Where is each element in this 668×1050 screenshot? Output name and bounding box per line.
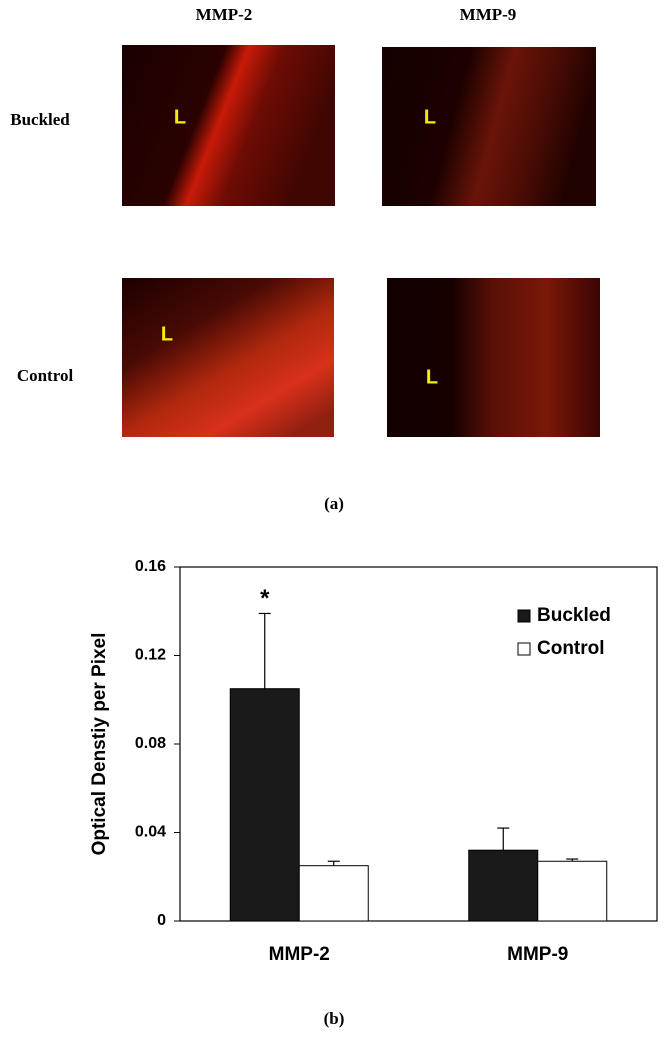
y-axis-label: Optical Denstiy per Pixel: [89, 633, 110, 856]
y-tick-label: 0.08: [135, 735, 166, 752]
y-tick-label: 0: [157, 912, 166, 929]
bar: [229, 688, 300, 922]
error-bar: [327, 860, 340, 866]
lumen-label: L: [161, 323, 173, 345]
row-label: Buckled: [10, 110, 70, 129]
y-tick-label: 0.16: [135, 558, 166, 575]
panel-caption: (b): [324, 1009, 345, 1028]
micrograph: [122, 45, 335, 206]
micrograph: [382, 47, 596, 206]
error-bar: [258, 612, 271, 689]
y-tick-label: 0.12: [135, 647, 166, 664]
x-tick-label: MMP-9: [507, 944, 568, 965]
panel-caption: (a): [324, 494, 344, 513]
lumen-label: L: [424, 106, 436, 128]
micrograph: [122, 278, 334, 437]
panel-a: MMP-2 MMP-9 Buckled Control L L L L (a): [10, 5, 600, 513]
y-tick-label: 0.04: [135, 824, 166, 841]
error-bar: [497, 827, 510, 851]
legend-label: Control: [537, 638, 605, 659]
column-label: MMP-9: [460, 5, 517, 24]
legend-label: Buckled: [537, 605, 611, 626]
annotation: *: [260, 585, 270, 612]
legend-swatch: [517, 609, 531, 623]
column-label: MMP-2: [196, 5, 253, 24]
lumen-label: L: [174, 106, 186, 128]
x-tick-label: MMP-2: [269, 944, 330, 965]
bar: [298, 865, 369, 922]
lumen-label: L: [426, 366, 438, 388]
bar: [537, 860, 608, 922]
error-bar: [566, 858, 579, 862]
bar: [468, 849, 539, 922]
row-label: Control: [17, 366, 74, 385]
micrograph: [387, 278, 600, 437]
legend-swatch: [517, 642, 531, 656]
